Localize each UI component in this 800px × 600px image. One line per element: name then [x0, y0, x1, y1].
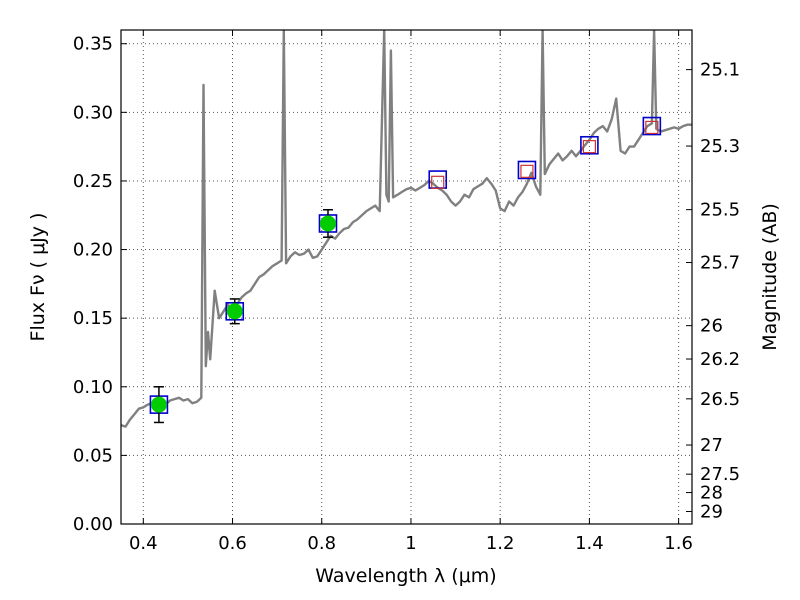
y2-tick-label: 27.5 — [700, 464, 740, 485]
limit-point — [645, 120, 659, 135]
x-tick-label: 0.8 — [307, 533, 336, 554]
y2-tick-label: 25.3 — [700, 136, 740, 157]
y2-tick-label: 28 — [700, 483, 723, 504]
x-axis-label: Wavelength λ (μm) — [315, 565, 496, 587]
ticks: 0.4 0.6 0.8 1 1.2 1.4 1.6 0.00 0.05 0.10 0.15 0.20 0… — [73, 30, 740, 554]
y2-tick-label: 25.1 — [700, 60, 740, 81]
model-point — [580, 135, 599, 155]
x-tick-label: 1.4 — [575, 533, 604, 554]
x-tick-label: 0.6 — [218, 533, 247, 554]
y2-tick-label: 26 — [700, 316, 723, 337]
x-tick-label: 1.6 — [664, 533, 693, 554]
limit-point — [520, 164, 534, 178]
spectrum-line — [121, 30, 692, 428]
y2-tick-label: 26.2 — [700, 349, 740, 370]
limit-point — [431, 175, 445, 189]
y2-tick-label: 29 — [700, 501, 723, 522]
y2-tick-label: 26.5 — [700, 389, 740, 410]
observed-point — [226, 303, 243, 320]
x-tick-label: 1.2 — [486, 533, 515, 554]
observed-point — [319, 215, 336, 232]
x-tick-label: 1 — [405, 533, 416, 554]
model-point — [642, 116, 662, 136]
y2-tick-label: 27 — [700, 435, 723, 456]
y-tick-label: 0.10 — [73, 377, 113, 398]
limit-point — [582, 140, 596, 154]
y-tick-label: 0.30 — [73, 102, 113, 123]
y-tick-label: 0.05 — [73, 445, 113, 466]
y-tick-label: 0.15 — [73, 308, 113, 329]
y2-tick-label: 25.7 — [700, 253, 740, 274]
y2-axis-label: Magnitude (AB) — [759, 203, 781, 351]
y2-tick-label: 25.5 — [700, 200, 740, 221]
y-tick-label: 0.00 — [73, 514, 113, 535]
plot-frame — [120, 29, 693, 525]
model-point — [517, 160, 537, 180]
observed-point — [150, 396, 167, 413]
x-tick-label: 0.4 — [129, 533, 158, 554]
y-tick-label: 0.25 — [73, 171, 113, 192]
y-axis-label: Flux Fν ( μJy ) — [27, 213, 49, 342]
y-tick-label: 0.35 — [73, 34, 113, 55]
plot-series — [121, 30, 692, 428]
y-tick-label: 0.20 — [73, 240, 113, 261]
